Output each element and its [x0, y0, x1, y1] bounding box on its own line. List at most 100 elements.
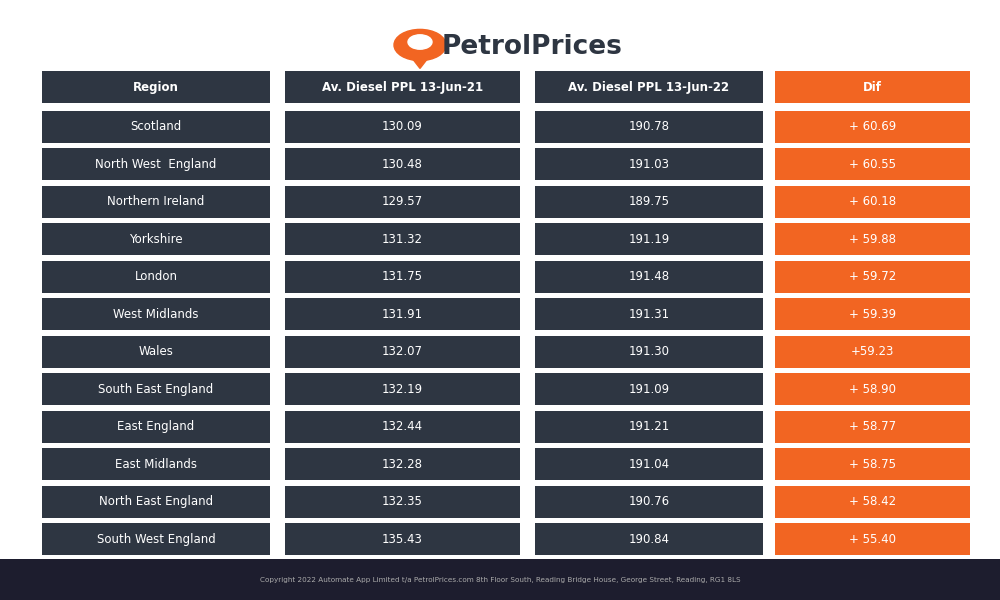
FancyBboxPatch shape [535, 298, 763, 330]
Text: South West England: South West England [97, 533, 215, 546]
FancyBboxPatch shape [535, 148, 763, 180]
Text: 191.03: 191.03 [629, 158, 670, 171]
Text: 132.28: 132.28 [382, 458, 423, 471]
Text: 190.78: 190.78 [629, 120, 670, 133]
Text: 191.04: 191.04 [628, 458, 670, 471]
FancyBboxPatch shape [775, 335, 970, 368]
FancyBboxPatch shape [775, 223, 970, 256]
FancyBboxPatch shape [775, 298, 970, 330]
FancyBboxPatch shape [535, 410, 763, 443]
Text: PetrolPrices: PetrolPrices [442, 34, 623, 60]
Text: 132.07: 132.07 [382, 345, 423, 358]
FancyBboxPatch shape [285, 260, 520, 293]
FancyBboxPatch shape [285, 148, 520, 180]
Text: West Midlands: West Midlands [113, 308, 199, 321]
Text: 132.35: 132.35 [382, 495, 423, 508]
Text: 130.09: 130.09 [382, 120, 423, 133]
FancyBboxPatch shape [535, 335, 763, 368]
Text: 191.48: 191.48 [628, 270, 670, 283]
Text: East England: East England [117, 420, 195, 433]
Text: Wales: Wales [139, 345, 173, 358]
Text: 130.48: 130.48 [382, 158, 423, 171]
FancyBboxPatch shape [775, 185, 970, 218]
Text: + 60.18: + 60.18 [849, 195, 896, 208]
FancyBboxPatch shape [535, 373, 763, 406]
Text: + 59.39: + 59.39 [849, 308, 896, 321]
FancyBboxPatch shape [775, 148, 970, 180]
Text: + 55.40: + 55.40 [849, 533, 896, 546]
Circle shape [394, 29, 446, 61]
FancyBboxPatch shape [42, 448, 270, 480]
Text: East Midlands: East Midlands [115, 458, 197, 471]
Text: + 59.88: + 59.88 [849, 233, 896, 246]
Text: Region: Region [133, 80, 179, 94]
Text: 191.19: 191.19 [628, 233, 670, 246]
FancyBboxPatch shape [42, 373, 270, 406]
Text: Northern Ireland: Northern Ireland [107, 195, 205, 208]
FancyBboxPatch shape [285, 410, 520, 443]
FancyBboxPatch shape [535, 448, 763, 480]
Text: Av. Diesel PPL 13-Jun-21: Av. Diesel PPL 13-Jun-21 [322, 80, 483, 94]
Text: 190.76: 190.76 [628, 495, 670, 508]
Text: London: London [134, 270, 178, 283]
Text: 131.91: 131.91 [382, 308, 423, 321]
FancyBboxPatch shape [285, 71, 520, 103]
FancyBboxPatch shape [42, 298, 270, 330]
FancyBboxPatch shape [535, 110, 763, 143]
Text: 131.75: 131.75 [382, 270, 423, 283]
Text: 190.84: 190.84 [629, 533, 670, 546]
FancyBboxPatch shape [42, 260, 270, 293]
Text: + 58.77: + 58.77 [849, 420, 896, 433]
Text: 191.09: 191.09 [628, 383, 670, 396]
FancyBboxPatch shape [285, 448, 520, 480]
Text: + 58.90: + 58.90 [849, 383, 896, 396]
Text: + 60.69: + 60.69 [849, 120, 896, 133]
Text: 129.57: 129.57 [382, 195, 423, 208]
FancyBboxPatch shape [775, 110, 970, 143]
Text: 132.19: 132.19 [382, 383, 423, 396]
FancyBboxPatch shape [775, 448, 970, 480]
FancyBboxPatch shape [535, 486, 763, 518]
FancyBboxPatch shape [535, 523, 763, 556]
Text: North East England: North East England [99, 495, 213, 508]
FancyBboxPatch shape [0, 559, 1000, 600]
Text: + 60.55: + 60.55 [849, 158, 896, 171]
Text: Dif: Dif [863, 80, 882, 94]
Text: + 59.72: + 59.72 [849, 270, 896, 283]
Text: 191.31: 191.31 [628, 308, 670, 321]
FancyBboxPatch shape [42, 223, 270, 256]
Text: 191.30: 191.30 [629, 345, 670, 358]
FancyBboxPatch shape [775, 523, 970, 556]
Text: Av. Diesel PPL 13-Jun-22: Av. Diesel PPL 13-Jun-22 [568, 80, 730, 94]
FancyBboxPatch shape [42, 185, 270, 218]
FancyBboxPatch shape [285, 335, 520, 368]
Circle shape [408, 35, 432, 49]
FancyBboxPatch shape [42, 71, 270, 103]
Polygon shape [407, 52, 433, 68]
Text: Copyright 2022 Automate App Limited t/a PetrolPrices.com 8th Floor South, Readin: Copyright 2022 Automate App Limited t/a … [260, 577, 740, 583]
Text: 191.21: 191.21 [628, 420, 670, 433]
FancyBboxPatch shape [775, 71, 970, 103]
Text: +59.23: +59.23 [851, 345, 894, 358]
Text: North West  England: North West England [95, 158, 217, 171]
FancyBboxPatch shape [775, 410, 970, 443]
FancyBboxPatch shape [775, 260, 970, 293]
FancyBboxPatch shape [42, 110, 270, 143]
FancyBboxPatch shape [42, 523, 270, 556]
FancyBboxPatch shape [285, 486, 520, 518]
Text: Yorkshire: Yorkshire [129, 233, 183, 246]
FancyBboxPatch shape [775, 373, 970, 406]
FancyBboxPatch shape [285, 110, 520, 143]
Text: 135.43: 135.43 [382, 533, 423, 546]
FancyBboxPatch shape [535, 71, 763, 103]
FancyBboxPatch shape [285, 523, 520, 556]
FancyBboxPatch shape [285, 185, 520, 218]
FancyBboxPatch shape [535, 185, 763, 218]
Text: + 58.42: + 58.42 [849, 495, 896, 508]
FancyBboxPatch shape [42, 410, 270, 443]
Text: 132.44: 132.44 [382, 420, 423, 433]
Text: 189.75: 189.75 [629, 195, 670, 208]
FancyBboxPatch shape [775, 486, 970, 518]
FancyBboxPatch shape [535, 223, 763, 256]
FancyBboxPatch shape [285, 223, 520, 256]
